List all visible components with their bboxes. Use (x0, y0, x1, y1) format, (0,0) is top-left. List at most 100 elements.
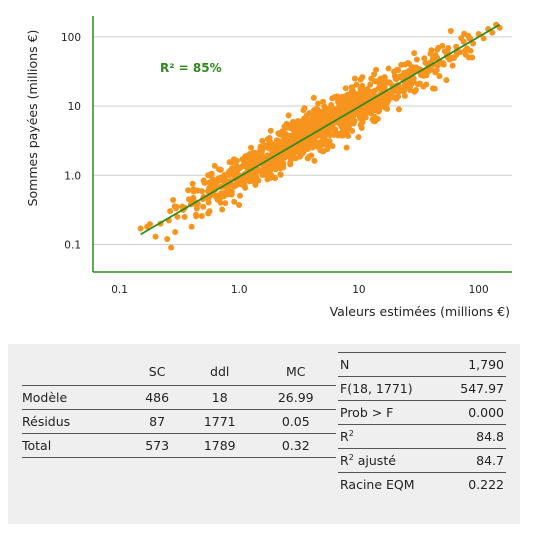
data-point (422, 69, 429, 76)
data-point (174, 213, 181, 220)
data-point (315, 109, 322, 116)
fit-statistics-table: N 1,790 F(18, 1771) 547.97 Prob > F 0.00… (338, 352, 506, 496)
data-point (469, 54, 476, 61)
data-point (381, 84, 388, 91)
data-point (188, 223, 195, 230)
data-point (386, 79, 393, 86)
data-point (285, 112, 292, 119)
anova-table: SC ddl MC Modèle 486 18 26.99 Résidus 87… (22, 360, 336, 458)
cell-sc: 573 (130, 433, 184, 458)
data-point (434, 54, 441, 61)
stat-label-text: R (340, 453, 349, 468)
row-label: Modèle (22, 385, 131, 410)
stat-label-superscript: 2 (348, 453, 354, 462)
data-point (314, 121, 321, 128)
data-point (348, 88, 355, 95)
data-point (413, 65, 420, 72)
data-point (193, 205, 200, 212)
data-point (377, 75, 384, 82)
data-point (369, 88, 376, 95)
data-point (405, 70, 412, 77)
data-point (393, 95, 400, 102)
data-point (316, 139, 323, 146)
data-point (343, 130, 350, 137)
stat-value: 0.222 (442, 472, 506, 496)
data-point (364, 86, 371, 93)
data-point (449, 54, 456, 61)
data-point (252, 181, 259, 188)
data-point (449, 62, 456, 69)
data-point (308, 152, 315, 159)
y-axis-label: Sommes payées (millions €) (25, 30, 40, 207)
cell-mc: 0.05 (255, 409, 336, 434)
data-point (310, 118, 317, 125)
data-point (412, 86, 419, 93)
data-point (205, 199, 212, 206)
data-point (164, 235, 171, 242)
data-point (281, 154, 288, 161)
data-point (222, 200, 229, 207)
anova-header-row: SC ddl MC (22, 360, 336, 386)
data-point (221, 175, 228, 182)
stat-label-text: Prob > F (340, 405, 394, 420)
data-point (329, 143, 336, 150)
data-point (301, 127, 308, 134)
table-row: Résidus 87 1771 0.05 (22, 409, 336, 434)
stat-label-text: F(18, 1771) (340, 381, 413, 396)
data-point (439, 59, 446, 66)
cell-mc: 26.99 (255, 385, 336, 410)
stat-row: F(18, 1771) 547.97 (338, 376, 506, 401)
stat-label: N (338, 352, 443, 377)
data-point (358, 90, 365, 97)
data-point (335, 97, 342, 104)
data-point (253, 175, 260, 182)
data-point (209, 178, 216, 185)
data-point (350, 100, 357, 107)
data-point (303, 112, 310, 119)
data-point (275, 130, 282, 137)
data-point (294, 118, 301, 125)
data-point (443, 77, 450, 84)
x-tick-label: 0.1 (111, 284, 128, 296)
data-point (361, 106, 368, 113)
data-point (345, 96, 352, 103)
y-tick-label: 100 (61, 32, 81, 44)
data-point (200, 177, 207, 184)
cell-ddl: 18 (183, 385, 256, 410)
data-point (283, 137, 290, 144)
data-point (406, 82, 413, 89)
data-point (391, 87, 398, 94)
data-point (289, 134, 296, 141)
data-point (338, 132, 345, 139)
data-point (231, 198, 238, 205)
data-point (421, 55, 428, 62)
data-point (480, 35, 487, 42)
data-point (339, 124, 346, 131)
x-tick-label: 10 (352, 284, 365, 296)
data-point (152, 233, 159, 240)
scatter-chart: 0.1 1.0 10 100 0.1 1.0 10 100 R² = 85% Valeurs es… (25, 16, 512, 319)
statistics-panel: SC ddl MC Modèle 486 18 26.99 Résidus 87… (8, 344, 520, 524)
data-point (233, 157, 240, 164)
data-point (194, 187, 201, 194)
data-point (236, 192, 243, 199)
data-point (299, 150, 306, 157)
data-point (172, 228, 179, 235)
y-tick-label: 1.0 (64, 170, 81, 182)
data-point (329, 125, 336, 132)
data-point (282, 124, 289, 131)
stat-value: 84.7 (442, 448, 506, 473)
data-point (215, 175, 222, 182)
data-point (269, 165, 276, 172)
data-point (381, 74, 388, 81)
data-point (236, 201, 243, 208)
data-point (230, 166, 237, 173)
data-point (374, 115, 381, 122)
data-point (242, 184, 249, 191)
data-point (428, 66, 435, 73)
data-point (267, 127, 274, 134)
data-point (409, 76, 416, 83)
anova-header: MC (255, 360, 336, 386)
data-point (436, 73, 443, 80)
data-point (144, 223, 151, 230)
